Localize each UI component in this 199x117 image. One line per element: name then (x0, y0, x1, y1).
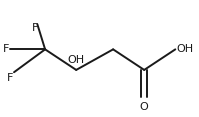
Text: OH: OH (176, 44, 193, 54)
Text: OH: OH (68, 55, 85, 65)
Text: F: F (7, 73, 13, 83)
Text: O: O (140, 102, 149, 112)
Text: F: F (32, 23, 39, 33)
Text: F: F (3, 44, 9, 54)
